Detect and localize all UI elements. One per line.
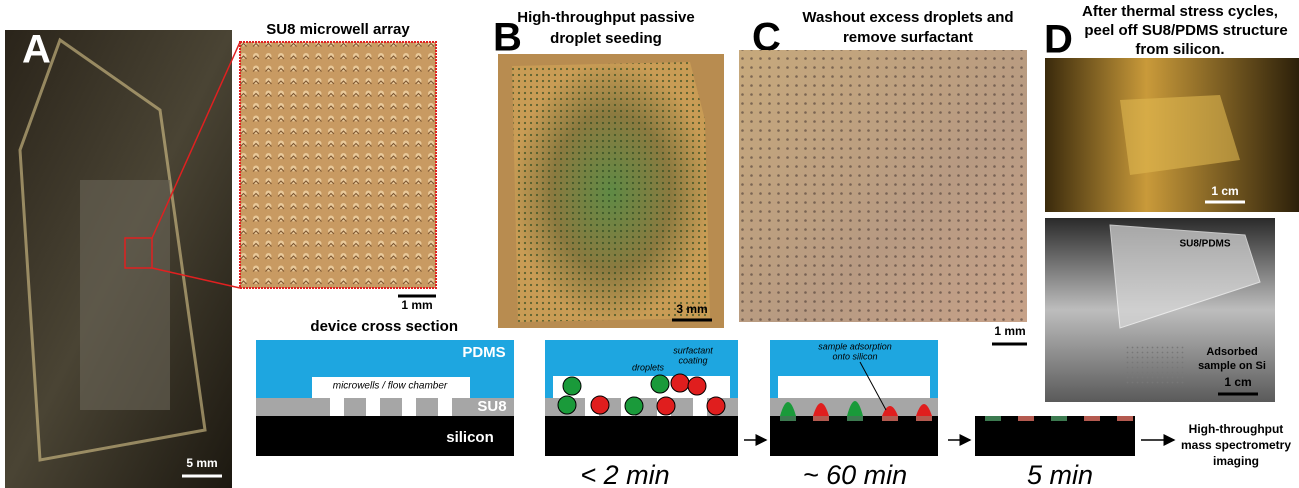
layer-label: SU8 bbox=[477, 398, 506, 415]
cross-section-title: device cross section bbox=[310, 318, 458, 335]
cross-section-3: sample adsorption onto silicon ~ 60 min bbox=[770, 340, 970, 488]
panel-c: C Washout excess droplets and remove sur… bbox=[739, 9, 1027, 344]
time-label: < 2 min bbox=[580, 460, 669, 488]
output-label: imaging bbox=[1213, 454, 1259, 468]
well bbox=[438, 398, 452, 416]
droplets-label: droplets bbox=[632, 362, 665, 372]
well bbox=[330, 398, 344, 416]
array-region bbox=[80, 180, 170, 410]
silicon-layer bbox=[975, 416, 1135, 456]
inset-photo bbox=[240, 42, 436, 288]
surfactant-label: surfactant bbox=[673, 345, 713, 355]
panel-title: droplet seeding bbox=[550, 30, 662, 47]
scale-label: 1 mm bbox=[994, 324, 1025, 338]
spot bbox=[1051, 416, 1067, 421]
array-wells bbox=[739, 50, 1027, 322]
cross-section-2: droplets surfactant coating < 2 min bbox=[545, 340, 766, 488]
surfactant-label: coating bbox=[678, 355, 707, 365]
scale-label: 5 mm bbox=[186, 456, 217, 470]
cross-section-1: device cross section PDMS microwells / f… bbox=[256, 318, 514, 456]
photo-label: Adsorbed bbox=[1206, 346, 1257, 358]
layer-label: silicon bbox=[446, 429, 494, 446]
panel-letter: A bbox=[22, 28, 51, 72]
pdms-layer bbox=[545, 376, 553, 398]
panel-title: Washout excess droplets and bbox=[802, 9, 1013, 26]
panel-title: peel off SU8/PDMS structure bbox=[1084, 22, 1287, 39]
output-label: High-throughput bbox=[1189, 422, 1284, 436]
spot bbox=[1018, 416, 1034, 421]
final-step: 5 min High-throughput mass spectrometry … bbox=[975, 416, 1291, 488]
scale-label: 3 mm bbox=[676, 302, 707, 316]
figure: A 5 mm SU8 microwell array 1 mm device c… bbox=[0, 0, 1299, 488]
panel-b: B High-throughput passive droplet seedin… bbox=[493, 9, 724, 328]
panel-d: D After thermal stress cycles, peel off … bbox=[1044, 3, 1299, 402]
photo-label: sample on Si bbox=[1198, 360, 1266, 372]
silicon-layer bbox=[545, 416, 738, 456]
adsorption-label: onto silicon bbox=[832, 351, 877, 361]
panel-title: After thermal stress cycles, bbox=[1082, 3, 1278, 20]
adsorption-label: sample adsorption bbox=[818, 341, 892, 351]
photo-label: SU8/PDMS bbox=[1179, 239, 1230, 250]
pdms-layer bbox=[730, 376, 738, 398]
time-label: ~ 60 min bbox=[803, 460, 907, 488]
layer-label: PDMS bbox=[462, 344, 505, 361]
spot bbox=[985, 416, 1001, 421]
panel-title: from silicon. bbox=[1135, 41, 1224, 58]
spot bbox=[1084, 416, 1100, 421]
silicon-layer bbox=[770, 416, 938, 456]
pdms-layer bbox=[770, 376, 778, 398]
scale-label: 1 cm bbox=[1211, 184, 1238, 198]
panel-letter: D bbox=[1044, 18, 1073, 62]
adsorbed-array bbox=[1125, 345, 1185, 385]
inset-title: SU8 microwell array bbox=[266, 21, 410, 38]
well bbox=[693, 398, 707, 416]
su8-layer bbox=[256, 398, 514, 416]
chamber-label: microwells / flow chamber bbox=[333, 381, 448, 392]
well bbox=[366, 398, 380, 416]
droplet-array bbox=[512, 62, 710, 322]
scale-label: 1 mm bbox=[401, 298, 432, 312]
panel-title: remove surfactant bbox=[843, 29, 973, 46]
panel-title: High-throughput passive bbox=[517, 9, 695, 26]
pdms-layer bbox=[930, 376, 938, 398]
output-label: mass spectrometry bbox=[1181, 438, 1291, 452]
time-label: 5 min bbox=[1027, 460, 1093, 488]
spot bbox=[1117, 416, 1133, 421]
scale-label: 1 cm bbox=[1224, 375, 1251, 389]
well bbox=[402, 398, 416, 416]
